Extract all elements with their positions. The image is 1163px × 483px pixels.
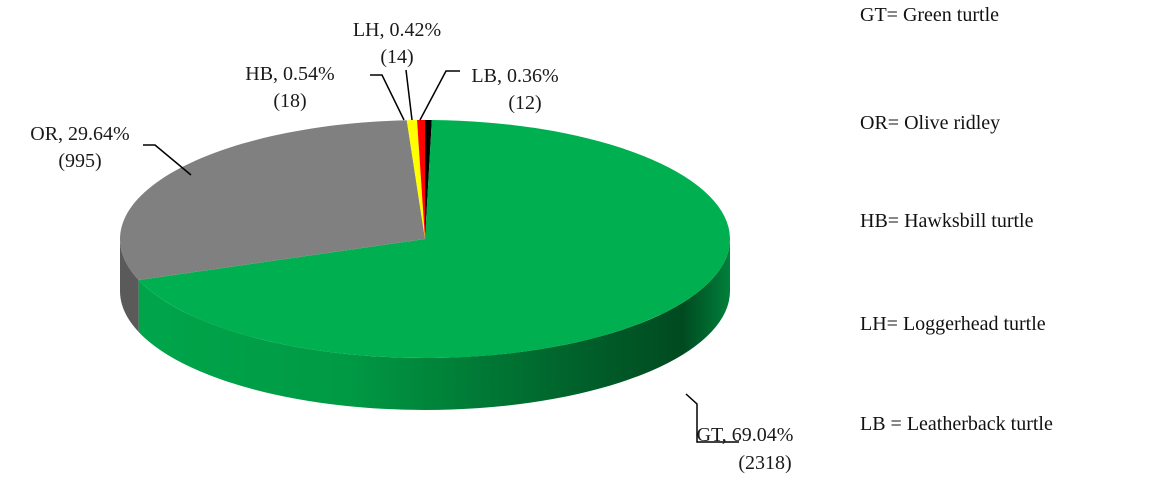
slice-gt — [138, 120, 730, 359]
leader-line-lh — [405, 69, 413, 121]
data-count-or: (995) — [58, 150, 101, 172]
data-count-lh: (14) — [380, 46, 413, 68]
data-label-gt: GT, 69.04% — [697, 424, 794, 446]
legend-item-or: OR= Olive ridley — [860, 112, 1001, 134]
leader-line-gt — [685, 393, 739, 443]
leader-line-hb — [370, 74, 405, 121]
legend-item-lb: LB = Leatherback turtle — [860, 413, 1053, 435]
data-count-hb: (18) — [273, 90, 306, 112]
slice-lb — [425, 120, 432, 239]
slice-hb — [406, 120, 425, 239]
leader-line-or — [143, 144, 192, 176]
data-count-lb: (12) — [508, 92, 541, 114]
data-label-hb: HB, 0.54% — [245, 63, 334, 85]
data-count-gt: (2318) — [738, 452, 791, 474]
legend-item-hb: HB= Hawksbill turtle — [860, 210, 1034, 232]
leader-line-lb — [419, 70, 460, 121]
slice-side-gt — [138, 239, 730, 410]
slice-side-or — [120, 239, 139, 332]
data-label-lh: LH, 0.42% — [353, 19, 441, 41]
slice-or — [119, 120, 425, 280]
data-label-or: OR, 29.64% — [30, 123, 129, 145]
slice-lh — [417, 120, 425, 239]
legend-item-gt: GT= Green turtle — [860, 4, 1000, 26]
legend-item-lh: LH= Loggerhead turtle — [860, 313, 1046, 335]
data-label-lb: LB, 0.36% — [471, 65, 558, 87]
